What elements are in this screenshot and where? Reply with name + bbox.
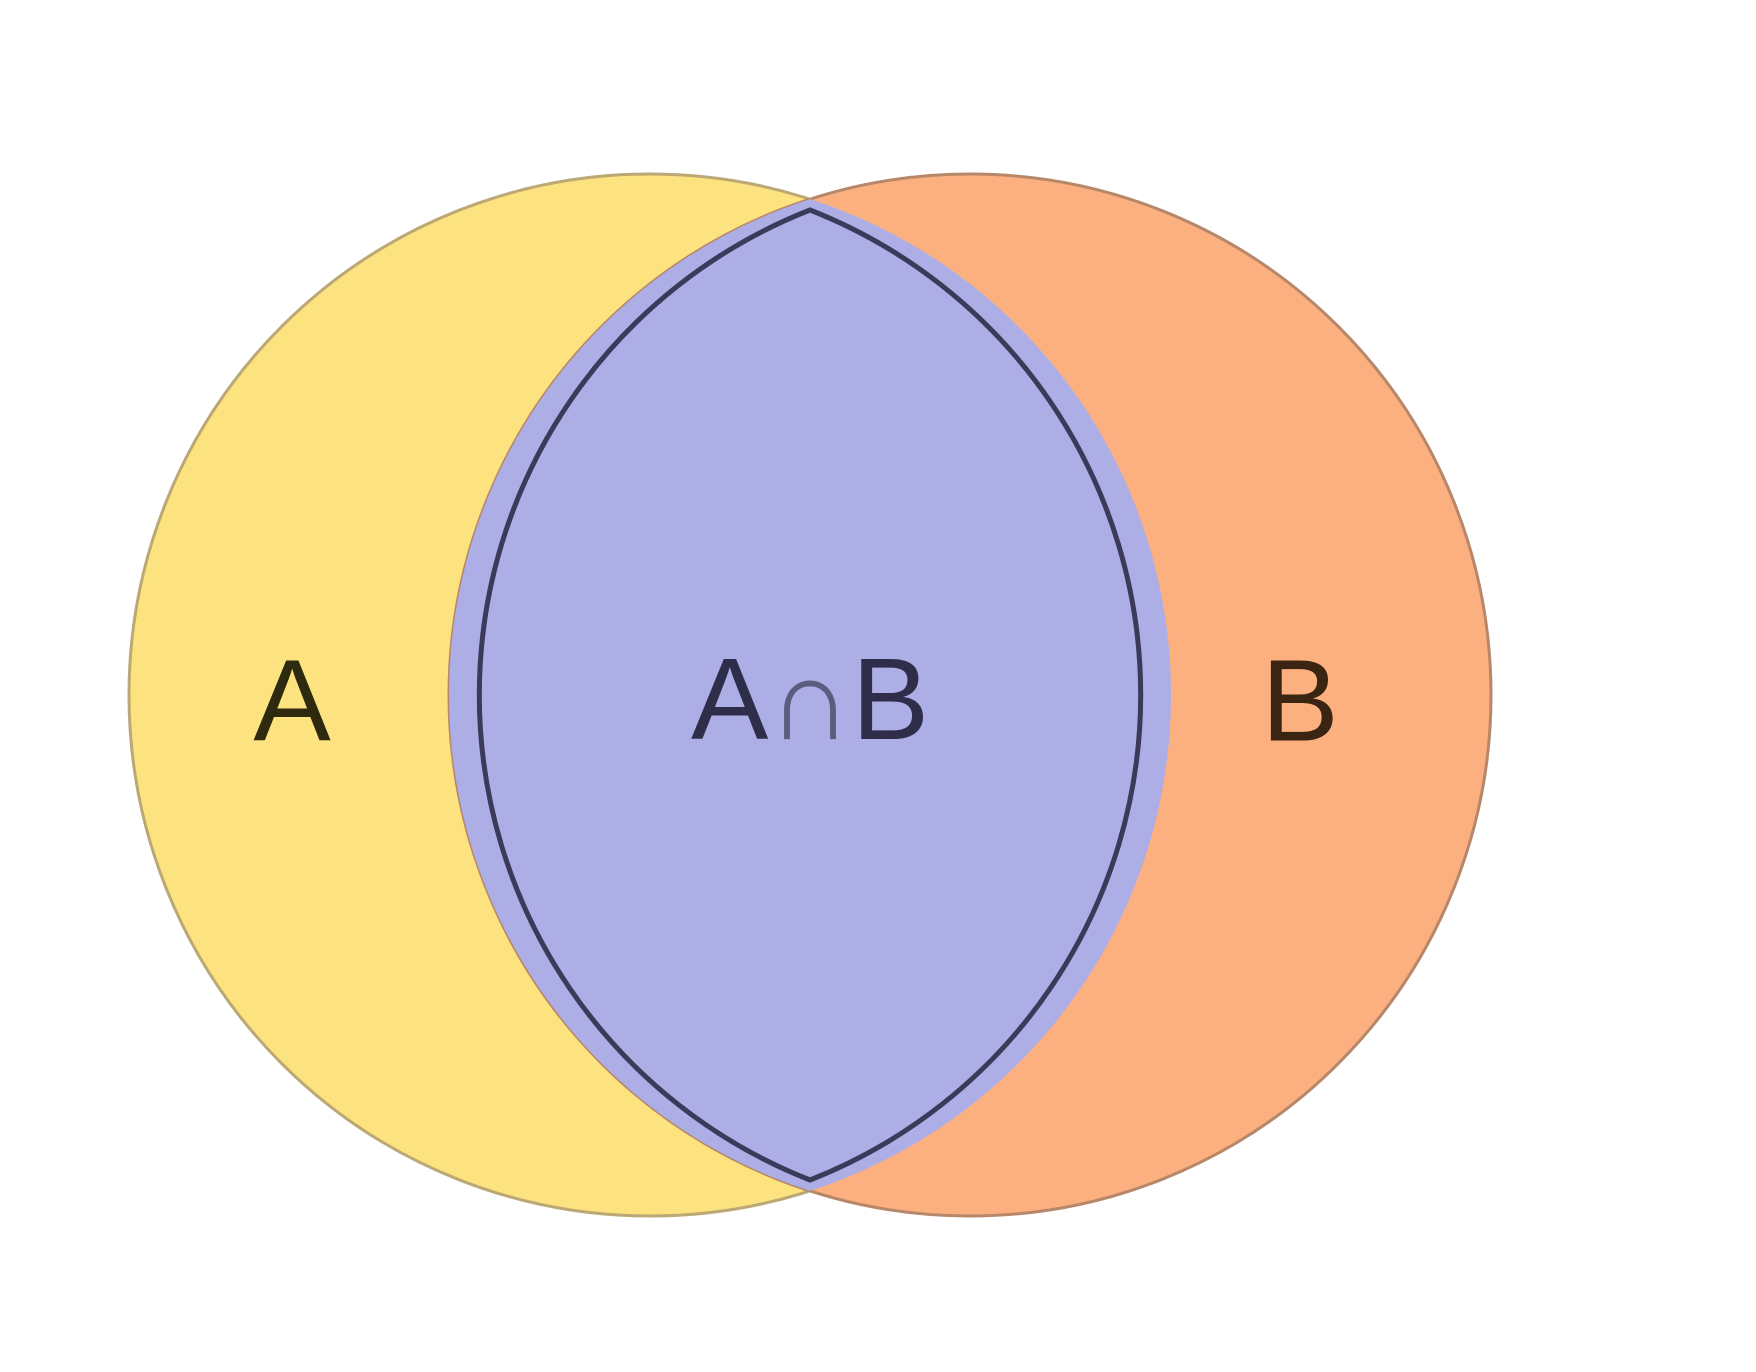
intersection-fill [449, 174, 1171, 1216]
intersection-label: A∩B [691, 634, 929, 764]
intersection-label-right: B [852, 634, 929, 764]
intersection-outline [476, 207, 1144, 1183]
intersection-region [449, 174, 1171, 1216]
set-b-label: B [1261, 636, 1338, 766]
set-a-label: A [253, 636, 331, 766]
intersection-label-left: A [691, 634, 769, 764]
intersection-symbol: ∩ [768, 634, 851, 764]
